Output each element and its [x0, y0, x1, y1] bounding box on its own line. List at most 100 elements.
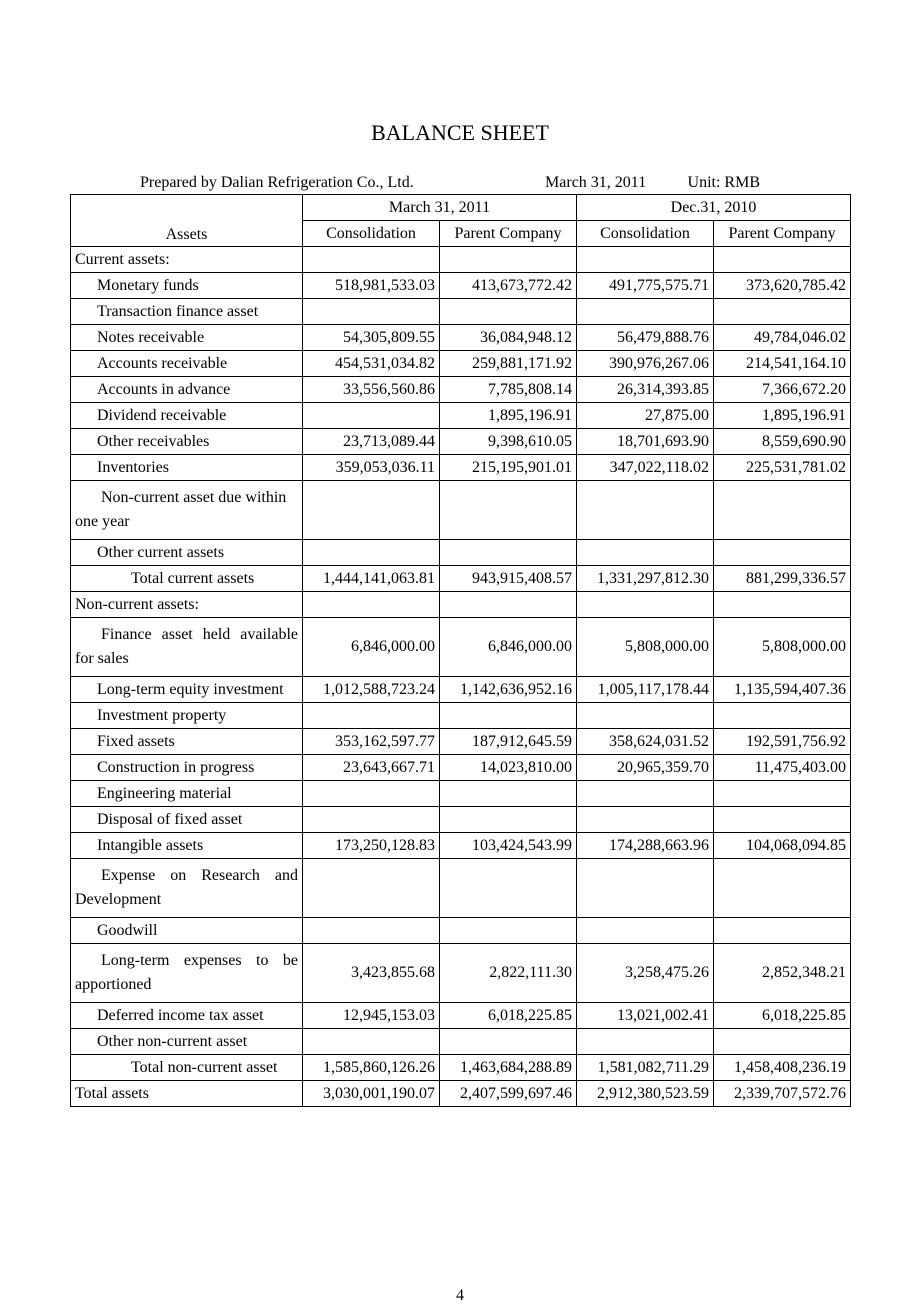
meta-row: Prepared by Dalian Refrigeration Co., Lt…: [70, 174, 850, 192]
table-row: Construction in progress23,643,667.7114,…: [71, 755, 851, 781]
row-label: Monetary funds: [71, 273, 303, 299]
table-row: Other receivables23,713,089.449,398,610.…: [71, 429, 851, 455]
row-value: 36,084,948.12: [440, 325, 577, 351]
row-label: Fixed assets: [71, 729, 303, 755]
table-row: Total current assets1,444,141,063.81943,…: [71, 566, 851, 592]
row-label: Non-current asset due within one year: [71, 481, 303, 540]
row-value: 2,339,707,572.76: [714, 1081, 851, 1107]
row-value: [577, 918, 714, 944]
table-row: Expense on Research and Development: [71, 859, 851, 918]
row-value: 2,407,599,697.46: [440, 1081, 577, 1107]
table-row: Monetary funds518,981,533.03413,673,772.…: [71, 273, 851, 299]
row-value: 1,895,196.91: [714, 403, 851, 429]
row-value: 8,559,690.90: [714, 429, 851, 455]
row-label: Other current assets: [71, 540, 303, 566]
row-value: 1,005,117,178.44: [577, 677, 714, 703]
meta-date: March 31, 2011: [414, 174, 688, 192]
row-value: [303, 859, 440, 918]
row-value: 413,673,772.42: [440, 273, 577, 299]
row-label: Engineering material: [71, 781, 303, 807]
row-value: [577, 247, 714, 273]
meta-unit: Unit: RMB: [688, 174, 850, 192]
row-value: [303, 807, 440, 833]
row-value: [440, 481, 577, 540]
row-value: [577, 859, 714, 918]
header-row-1: Assets March 31, 2011 Dec.31, 2010: [71, 195, 851, 221]
row-value: 1,458,408,236.19: [714, 1055, 851, 1081]
header-period-2: Dec.31, 2010: [577, 195, 851, 221]
row-value: 7,785,808.14: [440, 377, 577, 403]
row-value: [303, 403, 440, 429]
row-value: 20,965,359.70: [577, 755, 714, 781]
meta-prepared: Prepared by Dalian Refrigeration Co., Lt…: [70, 174, 414, 192]
row-value: 373,620,785.42: [714, 273, 851, 299]
row-value: [577, 592, 714, 618]
row-value: 187,912,645.59: [440, 729, 577, 755]
row-value: 225,531,781.02: [714, 455, 851, 481]
row-value: [440, 299, 577, 325]
row-value: 3,258,475.26: [577, 944, 714, 1003]
table-row: Inventories359,053,036.11215,195,901.013…: [71, 455, 851, 481]
row-label: Total current assets: [71, 566, 303, 592]
balance-sheet-table: Assets March 31, 2011 Dec.31, 2010 Conso…: [70, 194, 851, 1107]
row-value: 259,881,171.92: [440, 351, 577, 377]
row-value: [440, 540, 577, 566]
row-label: Investment property: [71, 703, 303, 729]
row-value: 6,018,225.85: [714, 1003, 851, 1029]
row-value: [303, 299, 440, 325]
row-value: [577, 540, 714, 566]
row-label: Construction in progress: [71, 755, 303, 781]
row-value: 518,981,533.03: [303, 273, 440, 299]
row-label: Other non-current asset: [71, 1029, 303, 1055]
table-row: Investment property: [71, 703, 851, 729]
row-value: 491,775,575.71: [577, 273, 714, 299]
row-label: Total assets: [71, 1081, 303, 1107]
row-value: 23,713,089.44: [303, 429, 440, 455]
row-value: [577, 781, 714, 807]
row-label: Accounts receivable: [71, 351, 303, 377]
row-value: 1,463,684,288.89: [440, 1055, 577, 1081]
table-row: Current assets:: [71, 247, 851, 273]
row-value: 13,021,002.41: [577, 1003, 714, 1029]
row-value: 5,808,000.00: [714, 618, 851, 677]
row-value: 11,475,403.00: [714, 755, 851, 781]
row-value: 2,912,380,523.59: [577, 1081, 714, 1107]
page-title: BALANCE SHEET: [70, 120, 850, 146]
row-value: [303, 781, 440, 807]
row-value: [714, 1029, 851, 1055]
row-value: [714, 781, 851, 807]
row-value: 1,331,297,812.30: [577, 566, 714, 592]
row-value: 56,479,888.76: [577, 325, 714, 351]
row-label: Disposal of fixed asset: [71, 807, 303, 833]
row-label: Transaction finance asset: [71, 299, 303, 325]
row-value: 173,250,128.83: [303, 833, 440, 859]
row-value: [440, 592, 577, 618]
row-value: [303, 481, 440, 540]
row-value: 1,012,588,723.24: [303, 677, 440, 703]
row-value: [714, 540, 851, 566]
table-row: Fixed assets353,162,597.77187,912,645.59…: [71, 729, 851, 755]
row-value: 1,135,594,407.36: [714, 677, 851, 703]
row-value: [714, 703, 851, 729]
row-value: [440, 1029, 577, 1055]
row-label: Finance asset held available for sales: [71, 618, 303, 677]
row-value: [440, 807, 577, 833]
row-value: 12,945,153.03: [303, 1003, 440, 1029]
table-row: Non-current assets:: [71, 592, 851, 618]
row-value: 26,314,393.85: [577, 377, 714, 403]
row-label: Accounts in advance: [71, 377, 303, 403]
row-value: 390,976,267.06: [577, 351, 714, 377]
row-label: Goodwill: [71, 918, 303, 944]
row-value: [303, 703, 440, 729]
row-value: 18,701,693.90: [577, 429, 714, 455]
row-value: 215,195,901.01: [440, 455, 577, 481]
row-value: 7,366,672.20: [714, 377, 851, 403]
row-value: [577, 299, 714, 325]
row-value: 6,018,225.85: [440, 1003, 577, 1029]
table-row: Finance asset held available for sales6,…: [71, 618, 851, 677]
row-value: [577, 807, 714, 833]
row-value: 214,541,164.10: [714, 351, 851, 377]
row-label: Notes receivable: [71, 325, 303, 351]
row-value: [303, 540, 440, 566]
row-value: 5,808,000.00: [577, 618, 714, 677]
